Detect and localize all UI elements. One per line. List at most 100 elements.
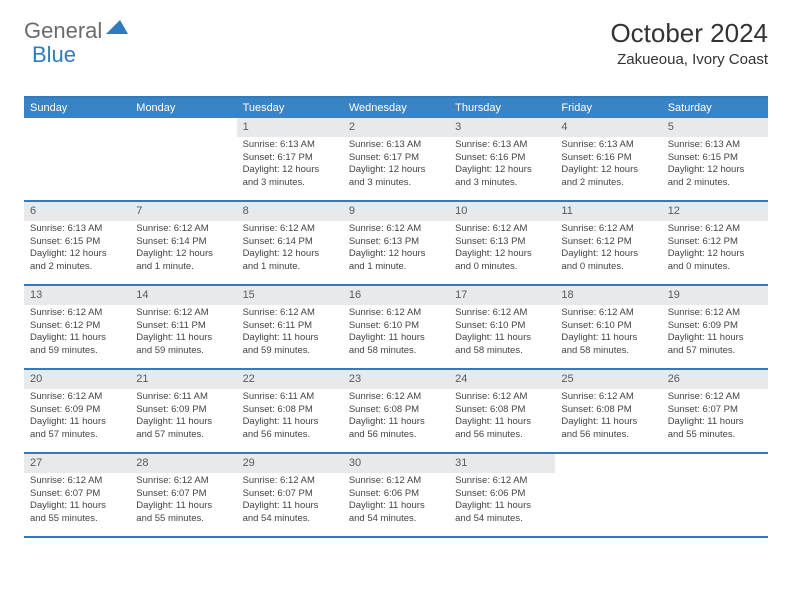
day-cell: 25Sunrise: 6:12 AMSunset: 6:08 PMDayligh… bbox=[555, 370, 661, 452]
day-cell: 6Sunrise: 6:13 AMSunset: 6:15 PMDaylight… bbox=[24, 202, 130, 284]
daylight-line: Daylight: 11 hours and 57 minutes. bbox=[136, 416, 230, 442]
logo-word-1: General bbox=[24, 18, 102, 44]
location: Zakueoua, Ivory Coast bbox=[610, 51, 768, 68]
week-row: 001Sunrise: 6:13 AMSunset: 6:17 PMDaylig… bbox=[24, 118, 768, 202]
sunset-line: Sunset: 6:08 PM bbox=[243, 404, 337, 417]
day-number: 9 bbox=[343, 202, 449, 221]
day-number: 18 bbox=[555, 286, 661, 305]
daylight-line: Daylight: 11 hours and 55 minutes. bbox=[30, 500, 124, 526]
day-body: Sunrise: 6:12 AMSunset: 6:09 PMDaylight:… bbox=[662, 305, 768, 362]
day-body: Sunrise: 6:12 AMSunset: 6:10 PMDaylight:… bbox=[343, 305, 449, 362]
daylight-line: Daylight: 11 hours and 58 minutes. bbox=[349, 332, 443, 358]
sunrise-line: Sunrise: 6:12 AM bbox=[349, 307, 443, 320]
daylight-line: Daylight: 11 hours and 54 minutes. bbox=[349, 500, 443, 526]
sunrise-line: Sunrise: 6:12 AM bbox=[455, 307, 549, 320]
daylight-line: Daylight: 11 hours and 58 minutes. bbox=[455, 332, 549, 358]
dow-tuesday: Tuesday bbox=[237, 98, 343, 118]
daylight-line: Daylight: 11 hours and 56 minutes. bbox=[561, 416, 655, 442]
day-number: 14 bbox=[130, 286, 236, 305]
daylight-line: Daylight: 11 hours and 59 minutes. bbox=[136, 332, 230, 358]
day-cell: 9Sunrise: 6:12 AMSunset: 6:13 PMDaylight… bbox=[343, 202, 449, 284]
dow-thursday: Thursday bbox=[449, 98, 555, 118]
sunset-line: Sunset: 6:14 PM bbox=[243, 236, 337, 249]
day-cell: 23Sunrise: 6:12 AMSunset: 6:08 PMDayligh… bbox=[343, 370, 449, 452]
day-number: 6 bbox=[24, 202, 130, 221]
day-body: Sunrise: 6:12 AMSunset: 6:09 PMDaylight:… bbox=[24, 389, 130, 446]
daylight-line: Daylight: 11 hours and 55 minutes. bbox=[136, 500, 230, 526]
sunrise-line: Sunrise: 6:12 AM bbox=[668, 391, 762, 404]
day-number: 16 bbox=[343, 286, 449, 305]
week-row: 20Sunrise: 6:12 AMSunset: 6:09 PMDayligh… bbox=[24, 370, 768, 454]
day-number: 22 bbox=[237, 370, 343, 389]
dow-row: SundayMondayTuesdayWednesdayThursdayFrid… bbox=[24, 98, 768, 118]
header: General October 2024 Zakueoua, Ivory Coa… bbox=[24, 18, 768, 68]
day-cell: 29Sunrise: 6:12 AMSunset: 6:07 PMDayligh… bbox=[237, 454, 343, 536]
day-number: 28 bbox=[130, 454, 236, 473]
day-number: 25 bbox=[555, 370, 661, 389]
day-body bbox=[662, 473, 768, 479]
day-cell: 20Sunrise: 6:12 AMSunset: 6:09 PMDayligh… bbox=[24, 370, 130, 452]
dow-sunday: Sunday bbox=[24, 98, 130, 118]
daylight-line: Daylight: 11 hours and 56 minutes. bbox=[243, 416, 337, 442]
week-row: 13Sunrise: 6:12 AMSunset: 6:12 PMDayligh… bbox=[24, 286, 768, 370]
calendar: SundayMondayTuesdayWednesdayThursdayFrid… bbox=[24, 96, 768, 538]
day-body: Sunrise: 6:13 AMSunset: 6:17 PMDaylight:… bbox=[237, 137, 343, 194]
sunrise-line: Sunrise: 6:11 AM bbox=[243, 391, 337, 404]
daylight-line: Daylight: 11 hours and 54 minutes. bbox=[243, 500, 337, 526]
sunset-line: Sunset: 6:07 PM bbox=[136, 488, 230, 501]
sunset-line: Sunset: 6:16 PM bbox=[455, 152, 549, 165]
sunset-line: Sunset: 6:12 PM bbox=[561, 236, 655, 249]
daylight-line: Daylight: 11 hours and 56 minutes. bbox=[349, 416, 443, 442]
sunrise-line: Sunrise: 6:12 AM bbox=[30, 475, 124, 488]
day-body: Sunrise: 6:12 AMSunset: 6:14 PMDaylight:… bbox=[237, 221, 343, 278]
sunrise-line: Sunrise: 6:12 AM bbox=[668, 307, 762, 320]
day-cell: 28Sunrise: 6:12 AMSunset: 6:07 PMDayligh… bbox=[130, 454, 236, 536]
sunset-line: Sunset: 6:06 PM bbox=[455, 488, 549, 501]
sunrise-line: Sunrise: 6:12 AM bbox=[243, 223, 337, 236]
day-cell: 5Sunrise: 6:13 AMSunset: 6:15 PMDaylight… bbox=[662, 118, 768, 200]
day-cell: 19Sunrise: 6:12 AMSunset: 6:09 PMDayligh… bbox=[662, 286, 768, 368]
sunrise-line: Sunrise: 6:12 AM bbox=[561, 307, 655, 320]
day-body: Sunrise: 6:11 AMSunset: 6:08 PMDaylight:… bbox=[237, 389, 343, 446]
sunrise-line: Sunrise: 6:13 AM bbox=[561, 139, 655, 152]
day-number: 4 bbox=[555, 118, 661, 137]
day-number: 26 bbox=[662, 370, 768, 389]
sunset-line: Sunset: 6:07 PM bbox=[30, 488, 124, 501]
day-body: Sunrise: 6:12 AMSunset: 6:07 PMDaylight:… bbox=[130, 473, 236, 530]
sunrise-line: Sunrise: 6:12 AM bbox=[455, 391, 549, 404]
sunrise-line: Sunrise: 6:12 AM bbox=[561, 223, 655, 236]
day-cell: 18Sunrise: 6:12 AMSunset: 6:10 PMDayligh… bbox=[555, 286, 661, 368]
day-number: 8 bbox=[237, 202, 343, 221]
day-number: 29 bbox=[237, 454, 343, 473]
day-body: Sunrise: 6:13 AMSunset: 6:15 PMDaylight:… bbox=[24, 221, 130, 278]
day-number: 20 bbox=[24, 370, 130, 389]
day-number: 7 bbox=[130, 202, 236, 221]
daylight-line: Daylight: 12 hours and 3 minutes. bbox=[349, 164, 443, 190]
sunrise-line: Sunrise: 6:12 AM bbox=[30, 391, 124, 404]
day-body: Sunrise: 6:12 AMSunset: 6:08 PMDaylight:… bbox=[449, 389, 555, 446]
day-number: 15 bbox=[237, 286, 343, 305]
day-cell: 0 bbox=[24, 118, 130, 200]
sunset-line: Sunset: 6:10 PM bbox=[349, 320, 443, 333]
sunset-line: Sunset: 6:15 PM bbox=[668, 152, 762, 165]
sunset-line: Sunset: 6:09 PM bbox=[136, 404, 230, 417]
day-cell: 31Sunrise: 6:12 AMSunset: 6:06 PMDayligh… bbox=[449, 454, 555, 536]
week-row: 27Sunrise: 6:12 AMSunset: 6:07 PMDayligh… bbox=[24, 454, 768, 538]
day-body: Sunrise: 6:12 AMSunset: 6:08 PMDaylight:… bbox=[555, 389, 661, 446]
day-cell: 2Sunrise: 6:13 AMSunset: 6:17 PMDaylight… bbox=[343, 118, 449, 200]
day-number: 13 bbox=[24, 286, 130, 305]
day-cell: 11Sunrise: 6:12 AMSunset: 6:12 PMDayligh… bbox=[555, 202, 661, 284]
daylight-line: Daylight: 12 hours and 3 minutes. bbox=[243, 164, 337, 190]
day-body bbox=[130, 137, 236, 143]
logo: General bbox=[24, 18, 128, 44]
day-cell: 17Sunrise: 6:12 AMSunset: 6:10 PMDayligh… bbox=[449, 286, 555, 368]
sunrise-line: Sunrise: 6:12 AM bbox=[136, 307, 230, 320]
day-body: Sunrise: 6:12 AMSunset: 6:07 PMDaylight:… bbox=[662, 389, 768, 446]
day-number: 24 bbox=[449, 370, 555, 389]
day-cell: 21Sunrise: 6:11 AMSunset: 6:09 PMDayligh… bbox=[130, 370, 236, 452]
sunset-line: Sunset: 6:17 PM bbox=[243, 152, 337, 165]
dow-saturday: Saturday bbox=[662, 98, 768, 118]
sunset-line: Sunset: 6:08 PM bbox=[561, 404, 655, 417]
day-cell: 30Sunrise: 6:12 AMSunset: 6:06 PMDayligh… bbox=[343, 454, 449, 536]
day-body: Sunrise: 6:12 AMSunset: 6:07 PMDaylight:… bbox=[24, 473, 130, 530]
